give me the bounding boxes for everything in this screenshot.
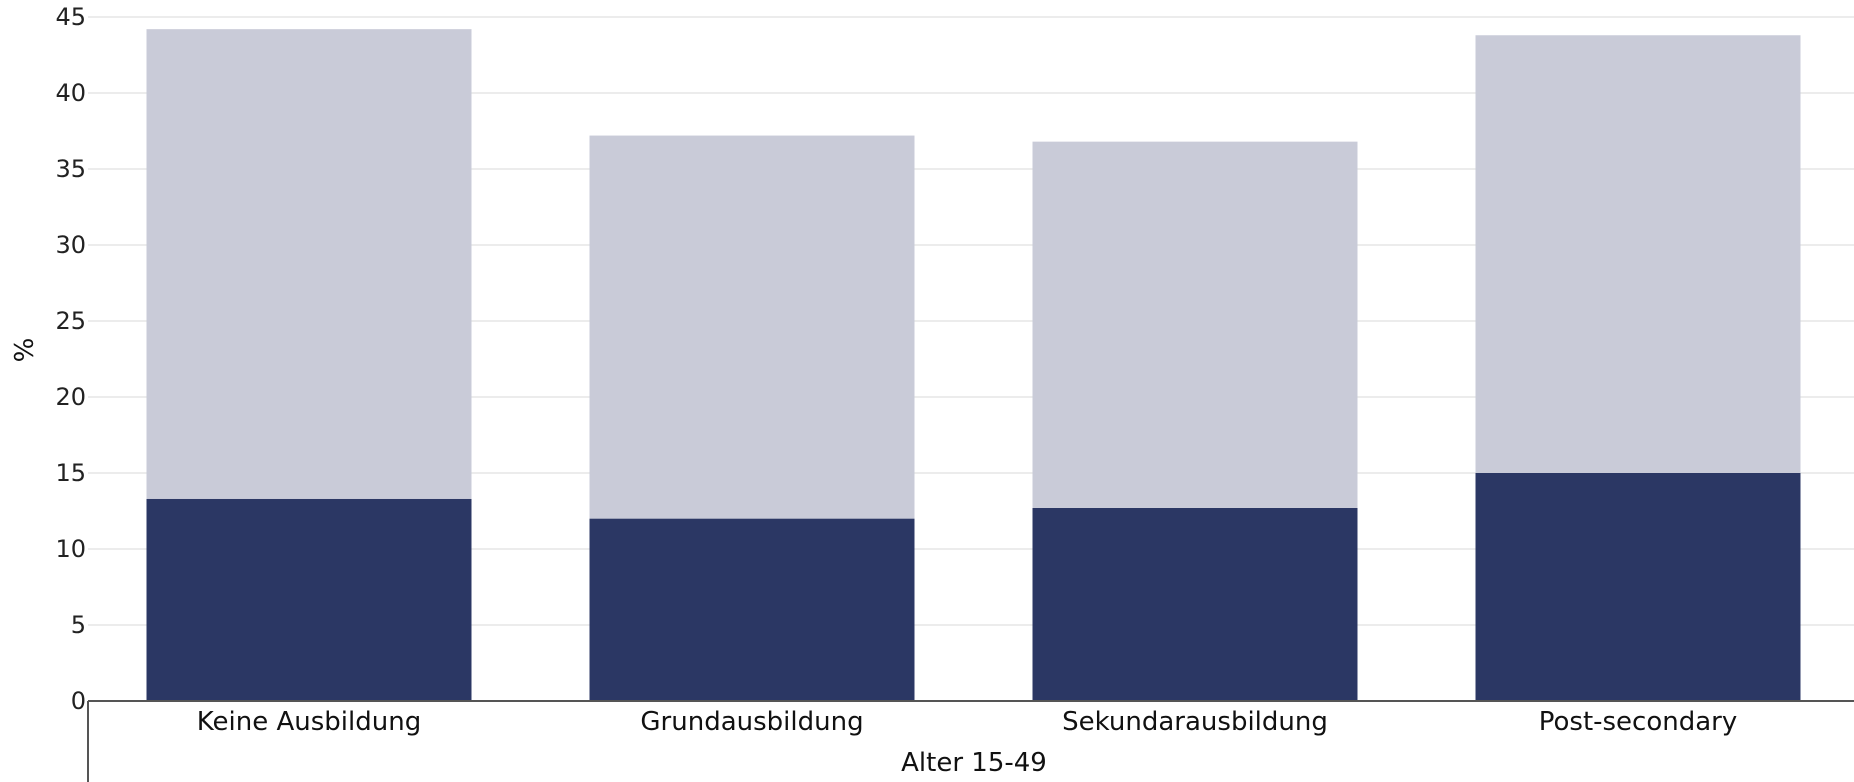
y-tick-label: 40	[55, 79, 86, 107]
y-tick-label: 30	[55, 231, 86, 259]
x-category-label: Grundausbildung	[640, 707, 863, 737]
y-tick-label: 35	[55, 155, 86, 183]
y-tick-label: 45	[55, 3, 86, 31]
x-axis-category-labels: Keine Ausbildung Grundausbildung Sekundara…	[197, 707, 1737, 737]
x-category-label: Sekundarausbildung	[1062, 707, 1328, 737]
bar-segment-series-2	[1032, 141, 1358, 508]
bar-segment-series-1	[146, 498, 472, 701]
y-tick-label: 20	[55, 383, 86, 411]
y-tick-label: 5	[71, 611, 86, 639]
y-tick-label: 15	[55, 459, 86, 487]
y-axis-ticks: 0 5 10 15 20 25 30 35 40 45	[55, 3, 86, 715]
bar-segment-series-2	[146, 29, 472, 499]
y-axis-title: %	[10, 338, 40, 363]
bar-segment-series-1	[589, 518, 915, 701]
x-category-label: Post-secondary	[1539, 707, 1738, 737]
y-tick-label: 0	[71, 687, 86, 715]
y-tick-label: 25	[55, 307, 86, 335]
bars	[146, 29, 1801, 701]
bar-segment-series-1	[1032, 507, 1358, 701]
bar-segment-series-1	[1475, 473, 1801, 701]
bar-segment-series-2	[589, 135, 915, 519]
y-tick-label: 10	[55, 535, 86, 563]
axes	[87, 700, 1854, 782]
bar-segment-series-2	[1475, 35, 1801, 474]
x-category-label: Keine Ausbildung	[197, 707, 421, 737]
x-axis-title: Alter 15-49	[901, 748, 1047, 778]
